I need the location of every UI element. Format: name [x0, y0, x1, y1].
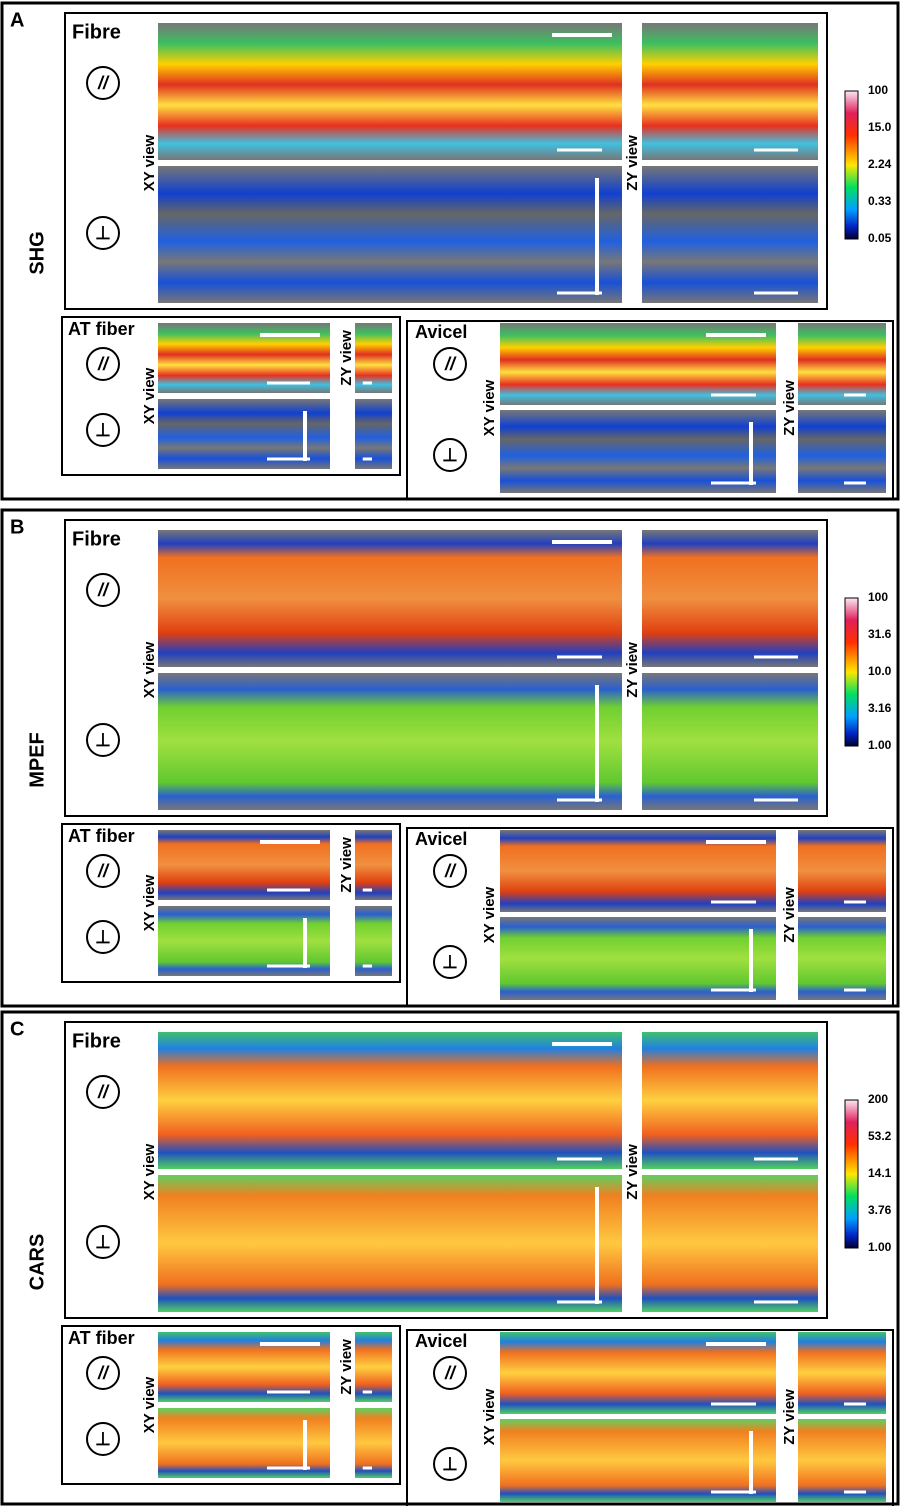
colorbar-label: 31.6 — [868, 627, 892, 641]
zy-view-label: ZY view — [338, 837, 355, 893]
zy-image — [798, 323, 886, 405]
zy-image — [798, 410, 886, 493]
xy-image — [158, 1032, 622, 1169]
zy-image — [798, 917, 886, 1000]
zy-view-label: ZY view — [624, 1144, 641, 1200]
polarization-label: ⊥ — [95, 1232, 111, 1252]
zy-view-label: ZY view — [781, 380, 798, 436]
zy-image — [642, 1032, 818, 1169]
zy-image — [642, 166, 818, 303]
polarization-label: ⊥ — [95, 927, 111, 947]
colorbar-label: 1.00 — [868, 1240, 892, 1254]
zy-image — [798, 1332, 886, 1414]
colorbar-label: 2.24 — [868, 157, 892, 171]
xy-image — [158, 673, 622, 810]
sub-panel-title: Avicel — [415, 322, 467, 342]
modality-label: CARS — [26, 1234, 48, 1291]
colorbar-label: 10.0 — [868, 664, 892, 678]
colorbar — [845, 91, 858, 239]
xy-image — [158, 23, 622, 160]
zy-view-label: ZY view — [338, 330, 355, 386]
zy-image — [642, 673, 818, 810]
xy-view-label: XY view — [481, 379, 498, 436]
zy-view-label: ZY view — [781, 1389, 798, 1445]
figure: ASHG10015.02.240.330.05Fibre//⊥XY viewZY… — [0, 0, 901, 1506]
zy-image — [642, 23, 818, 160]
xy-image — [158, 530, 622, 667]
colorbar-label: 14.1 — [868, 1166, 892, 1180]
polarization-label: ⊥ — [442, 952, 458, 972]
sub-panel-title: Avicel — [415, 1331, 467, 1351]
zy-image — [798, 1419, 886, 1502]
polarization-label: ⊥ — [442, 1454, 458, 1474]
colorbar-label: 200 — [868, 1092, 888, 1106]
xy-image — [158, 1175, 622, 1312]
xy-view-label: XY view — [141, 641, 158, 698]
panel-letter: C — [10, 1018, 24, 1040]
sub-panel-title: AT fiber — [68, 319, 135, 339]
xy-view-label: XY view — [141, 1376, 158, 1433]
xy-view-label: XY view — [481, 886, 498, 943]
page: {"panels": [ {"letter": "A", "modality":… — [0, 0, 901, 1506]
zy-image — [355, 323, 392, 393]
zy-image — [355, 1332, 392, 1402]
colorbar-label: 53.2 — [868, 1129, 892, 1143]
colorbar — [845, 1100, 858, 1248]
panel-letter: A — [10, 9, 24, 31]
zy-image — [355, 830, 392, 900]
zy-image — [355, 906, 392, 976]
panel-letter: B — [10, 516, 24, 538]
polarization-label: ⊥ — [95, 1429, 111, 1449]
sub-panel-title: Avicel — [415, 829, 467, 849]
colorbar-label: 1.00 — [868, 738, 892, 752]
zy-view-label: ZY view — [624, 135, 641, 191]
xy-image — [500, 1419, 776, 1502]
colorbar-label: 3.76 — [868, 1203, 892, 1217]
colorbar — [845, 598, 858, 746]
sub-panel-title: Fibre — [72, 1030, 121, 1052]
xy-image — [500, 410, 776, 493]
xy-view-label: XY view — [141, 134, 158, 191]
zy-image — [642, 1175, 818, 1312]
polarization-label: ⊥ — [442, 445, 458, 465]
polarization-label: ⊥ — [95, 223, 111, 243]
zy-image — [355, 399, 392, 469]
zy-image — [798, 830, 886, 912]
xy-image — [158, 166, 622, 303]
zy-image — [355, 1408, 392, 1478]
polarization-label: ⊥ — [95, 730, 111, 750]
xy-view-label: XY view — [481, 1388, 498, 1445]
colorbar-label: 15.0 — [868, 120, 892, 134]
sub-panel-title: AT fiber — [68, 1328, 135, 1348]
polarization-label: ⊥ — [95, 420, 111, 440]
zy-view-label: ZY view — [624, 642, 641, 698]
zy-image — [642, 530, 818, 667]
colorbar-label: 100 — [868, 83, 888, 97]
sub-panel-title: Fibre — [72, 528, 121, 550]
zy-view-label: ZY view — [781, 887, 798, 943]
xy-image — [500, 917, 776, 1000]
colorbar-label: 0.33 — [868, 194, 892, 208]
colorbar-label: 0.05 — [868, 231, 892, 245]
xy-view-label: XY view — [141, 1143, 158, 1200]
sub-panel-title: Fibre — [72, 21, 121, 43]
zy-view-label: ZY view — [338, 1339, 355, 1395]
xy-view-label: XY view — [141, 367, 158, 424]
colorbar-label: 100 — [868, 590, 888, 604]
xy-view-label: XY view — [141, 874, 158, 931]
modality-label: SHG — [26, 231, 48, 274]
modality-label: MPEF — [26, 732, 48, 788]
colorbar-label: 3.16 — [868, 701, 892, 715]
sub-panel-title: AT fiber — [68, 826, 135, 846]
